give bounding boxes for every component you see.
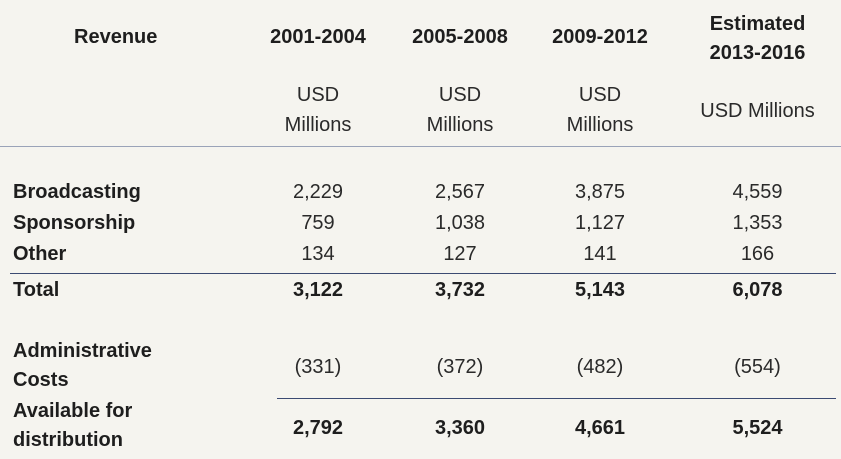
table-cell: 6,078	[732, 279, 783, 301]
unit-usd: USD	[438, 84, 482, 106]
table-cell: 3,360	[434, 417, 486, 439]
period-header-estimated: Estimated 2013-2016	[685, 10, 830, 68]
table-cell: 1,127	[574, 212, 626, 234]
table-cell: 1,353	[732, 212, 783, 234]
unit-2009-2012: USD Millions	[540, 80, 660, 140]
table-cell: 127	[443, 243, 477, 265]
table-cell: (482)	[576, 356, 624, 378]
estimated-period: 2013-2016	[709, 42, 806, 64]
label-line: Available for	[13, 400, 133, 422]
label-line: distribution	[13, 429, 123, 451]
header-divider	[0, 146, 841, 147]
row-label-broadcasting: Broadcasting	[13, 181, 141, 203]
unit-millions: Millions	[566, 114, 634, 136]
label-line: Administrative	[13, 340, 152, 362]
row-label-available-for-distribution: Available for distribution	[13, 397, 132, 455]
table-cell: 2,792	[292, 417, 344, 439]
table-cell: 2,567	[434, 181, 486, 203]
table-cell: (372)	[436, 356, 484, 378]
unit-2001-2004: USD Millions	[258, 80, 378, 140]
estimated-label: Estimated	[709, 13, 806, 35]
table-cell: 3,875	[574, 181, 626, 203]
table-cell: 4,559	[732, 181, 783, 203]
row-label-administrative-costs: Administrative Costs	[13, 337, 152, 395]
table-cell: 3,732	[434, 279, 486, 301]
label-line: Costs	[13, 369, 69, 391]
unit-millions: Millions	[284, 114, 352, 136]
unit-millions: Millions	[426, 114, 494, 136]
period-header-2009-2012: 2009-2012	[552, 26, 648, 48]
row-label-other: Other	[13, 243, 67, 265]
table-cell: 134	[301, 243, 335, 265]
total-divider	[10, 273, 836, 274]
unit-usd: USD	[578, 84, 622, 106]
table-cell: 5,524	[732, 417, 783, 439]
table-cell: 5,143	[574, 279, 626, 301]
table-cell: 2,229	[292, 181, 344, 203]
revenue-header: Revenue	[74, 26, 158, 48]
table-cell: 3,122	[292, 279, 344, 301]
table-cell: 166	[740, 243, 775, 265]
table-cell: 1,038	[434, 212, 486, 234]
row-label-total: Total	[13, 279, 60, 301]
unit-usd: USD	[296, 84, 340, 106]
unit-estimated: USD Millions	[700, 100, 815, 122]
table-cell: 759	[301, 212, 335, 234]
table-cell: 4,661	[574, 417, 626, 439]
table-cell: (554)	[734, 356, 781, 378]
distribution-divider	[277, 398, 836, 399]
table-cell: 141	[583, 243, 617, 265]
row-label-sponsorship: Sponsorship	[13, 212, 136, 234]
period-header-2005-2008: 2005-2008	[412, 26, 508, 48]
unit-2005-2008: USD Millions	[400, 80, 520, 140]
period-header-2001-2004: 2001-2004	[270, 26, 366, 48]
table-cell: (331)	[294, 356, 342, 378]
